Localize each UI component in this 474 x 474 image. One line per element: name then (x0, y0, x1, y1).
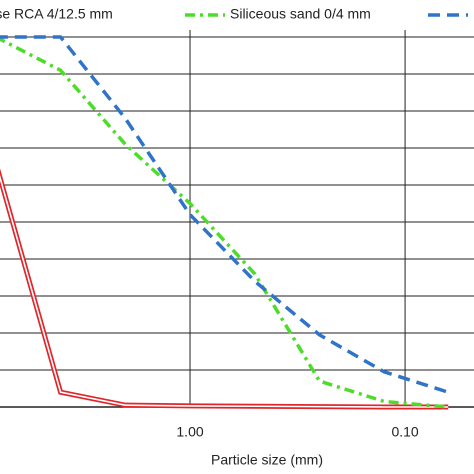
x-tick-label: 1.00 (176, 424, 203, 440)
series-line (0, 37, 449, 409)
series-line-inner (0, 174, 449, 408)
x-axis-label: Particle size (mm) (211, 452, 323, 468)
series-line (0, 35, 449, 394)
legend-label: Coarse RCA 4/12.5 mm (0, 6, 113, 22)
x-tick-label: 0.10 (391, 424, 418, 440)
legend-bg (0, 0, 474, 30)
legend-label: Siliceous sand 0/4 mm (230, 6, 371, 22)
